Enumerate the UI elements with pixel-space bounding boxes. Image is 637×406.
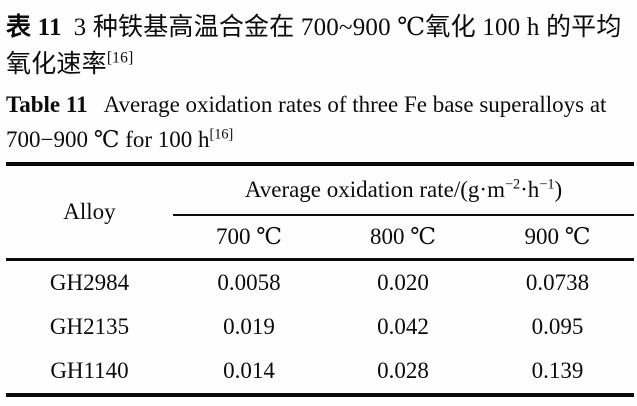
column-header-700c: 700 ℃ xyxy=(173,215,325,261)
reference-superscript-zh: [16] xyxy=(106,49,134,67)
column-group-header-unit: Average oxidation rate/(g·m−2·h−1) xyxy=(173,164,634,216)
table-row-gh2135: GH2135 0.019 0.042 0.095 xyxy=(6,305,634,350)
table-caption-en: Table 11 Average oxidation rates of three… xyxy=(6,87,632,157)
unit-prefix: Average oxidation rate/(g·m xyxy=(244,177,505,202)
value-cell-800: 0.042 xyxy=(377,314,429,339)
table-caption-zh-text: 3 种铁基高温合金在 700~900 ℃氧化 100 h 的平均氧化速率 xyxy=(6,14,622,78)
table-row-gh1140: GH1140 0.014 0.028 0.139 xyxy=(6,350,634,395)
alloy-cell: GH1140 xyxy=(50,358,129,383)
table-row-gh2984: GH2984 0.0058 0.020 0.0738 xyxy=(6,260,634,305)
value-cell-700: 0.0058 xyxy=(217,269,281,295)
alloy-cell: GH2984 xyxy=(49,269,130,295)
value-cell-900: 0.095 xyxy=(531,314,584,339)
group-header-row: Alloy Average oxidation rate/(g·m−2·h−1) xyxy=(6,164,634,261)
value-cell-700: 0.019 xyxy=(223,314,275,339)
table-caption-en-label: Table 11 xyxy=(6,92,88,117)
value-cell-800: 0.028 xyxy=(377,358,429,383)
value-cell-900: 0.0738 xyxy=(525,269,590,295)
column-header-alloy: Alloy xyxy=(6,164,173,261)
value-cell-900: 0.139 xyxy=(531,358,584,383)
unit-mid: ·h xyxy=(520,177,540,202)
table-caption-zh-label: 表 11 xyxy=(6,14,62,41)
alloy-cell: GH2135 xyxy=(49,314,130,339)
temperature-header-row: 700 ℃ 800 ℃ 900 ℃ xyxy=(6,215,634,261)
reference-superscript-en: [16] xyxy=(209,126,234,143)
unit-exponent-m: −2 xyxy=(504,176,521,193)
table-caption-en-text: Average oxidation rates of three Fe base… xyxy=(6,92,607,152)
column-header-800c: 800 ℃ xyxy=(325,215,481,261)
unit-suffix: ) xyxy=(554,177,563,202)
unit-exponent-h: −1 xyxy=(539,176,555,193)
column-header-900c: 900 ℃ xyxy=(481,215,634,261)
value-cell-700: 0.014 xyxy=(223,358,275,383)
value-cell-800: 0.020 xyxy=(377,269,429,295)
oxidation-rate-table: Alloy Average oxidation rate/(g·m−2·h−1)… xyxy=(6,162,634,397)
table-caption-zh: 表 11 3 种铁基高温合金在 700~900 ℃氧化 100 h 的平均氧化速率… xyxy=(6,9,632,83)
